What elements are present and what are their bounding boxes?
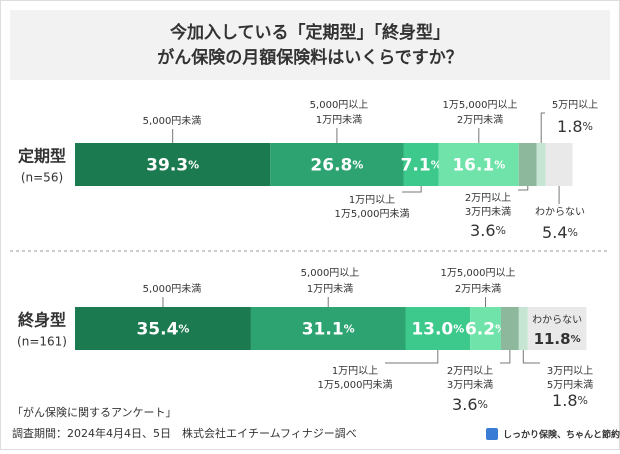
- segment-label: 1万5,000円未満: [335, 208, 410, 220]
- chart-title: がん保険の月額保険料はいくらですか？: [157, 47, 463, 68]
- footer-period: 調査期間：2024年4月4日、5日 株式会社エイチームフィナジー調べ: [12, 426, 357, 440]
- bar-segment: [500, 307, 519, 350]
- value-label: 26.8%: [310, 156, 363, 176]
- bar-segment: [438, 143, 519, 186]
- logo-icon: [486, 428, 498, 440]
- bar-segment: [518, 143, 537, 186]
- title-box: [10, 10, 610, 80]
- value-label: 3.6%: [470, 221, 506, 240]
- segment-label: 1万円以上: [332, 365, 378, 377]
- value-label: 1.8%: [557, 117, 593, 136]
- bar-segment: [545, 143, 573, 186]
- bar-segment: [536, 143, 546, 186]
- value-label: 1.8%: [552, 391, 588, 410]
- group-label: 終身型: [18, 311, 66, 330]
- value-label: 35.4%: [136, 320, 189, 340]
- segment-label: 2万円以上: [465, 192, 511, 204]
- bar-segment: [470, 307, 501, 350]
- group-note: (n=161): [17, 335, 67, 349]
- segment-label: 3万円未満: [465, 206, 511, 218]
- leader-line: [402, 186, 422, 193]
- bar-segment: [405, 307, 471, 350]
- footer-survey: 「がん保険に関するアンケート」: [12, 405, 177, 419]
- segment-label: 1万円未満: [307, 283, 353, 295]
- segment-label: 5,000円未満: [143, 283, 202, 295]
- value-label: 6.2%: [465, 320, 506, 340]
- value-label: 31.1%: [302, 320, 355, 340]
- value-label: 7.1%: [401, 156, 442, 176]
- value-label: 16.1%: [452, 156, 505, 176]
- segment-label: 1万円以上: [349, 194, 395, 206]
- leader-line: [385, 350, 439, 364]
- value-label: 13.0%: [411, 320, 464, 340]
- value-label: 5.4%: [542, 223, 578, 242]
- segment-label: 5,000円未満: [143, 115, 202, 127]
- leader-line: [540, 112, 545, 143]
- leader-line: [522, 350, 540, 364]
- leader-line: [518, 186, 529, 191]
- bar-segment: [250, 307, 406, 350]
- segment-label: 5万円以上: [552, 99, 598, 111]
- segment-label: 2万円未満: [457, 114, 503, 126]
- bar-segment: [403, 143, 439, 186]
- segment-label: 2万円以上: [447, 365, 493, 377]
- bar-segment: [518, 307, 528, 350]
- segment-label: 1万5,000円未満: [318, 379, 393, 391]
- segment-label: 5,000円以上: [301, 267, 360, 279]
- logo-text: しっかり保険、ちゃんと節約。: [503, 429, 620, 441]
- group-label: 定期型: [17, 147, 66, 166]
- bar-segment: [527, 307, 587, 350]
- group-note: (n=56): [21, 171, 63, 185]
- segment-label: 3万円以上: [547, 365, 593, 377]
- value-label: 11.8%: [534, 330, 581, 348]
- segment-label: 2万円未満: [455, 283, 501, 295]
- leader-line: [500, 350, 511, 364]
- segment-label: わからない: [535, 206, 585, 218]
- segment-label: 5万円未満: [547, 379, 593, 391]
- segment-label: 1万円未満: [316, 114, 362, 126]
- segment-label: 1万5,000円以上: [443, 99, 518, 111]
- segment-label: 3万円未満: [447, 379, 493, 391]
- segment-label: 1万5,000円以上: [441, 267, 516, 279]
- value-label: 39.3%: [146, 156, 199, 176]
- chart-title: 今加入している「定期型」「終身型」: [170, 22, 450, 43]
- bar-segment: [75, 143, 271, 186]
- bar-segment: [270, 143, 404, 186]
- segment-label: 5,000円以上: [310, 99, 369, 111]
- bar-segment: [75, 307, 251, 350]
- value-label: 3.6%: [452, 395, 488, 414]
- segment-label: わからない: [532, 314, 582, 326]
